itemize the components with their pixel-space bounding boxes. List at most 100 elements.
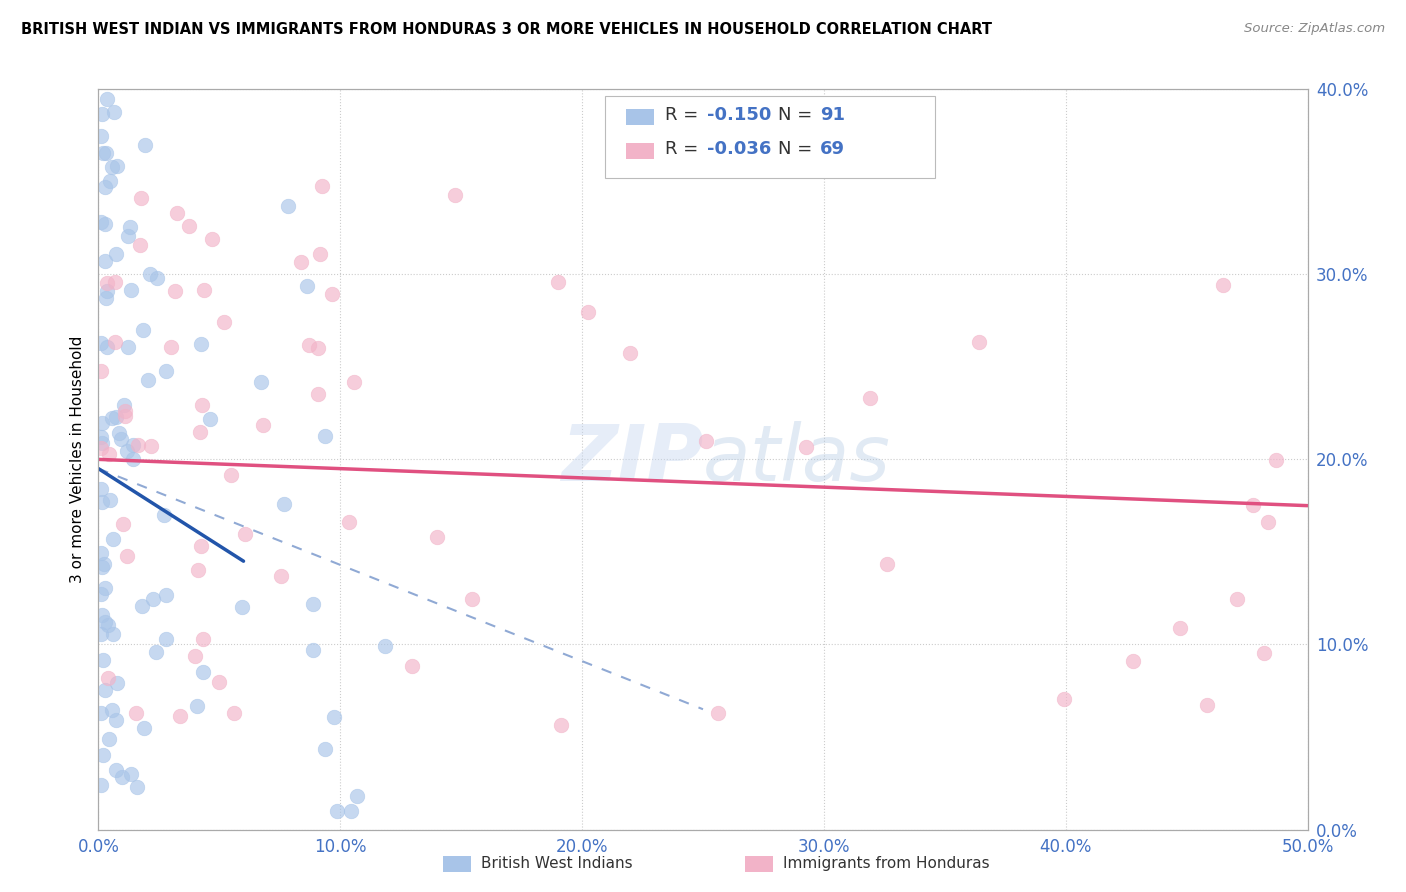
Point: [201, 232, 224, 246]
Point: [346, 789, 368, 804]
Point: [191, 632, 214, 647]
Text: ZIP: ZIP: [561, 421, 703, 498]
Point: [96, 276, 118, 290]
Point: [794, 441, 817, 455]
Point: [160, 339, 183, 353]
Point: [145, 645, 167, 659]
Point: [876, 558, 898, 572]
Point: [127, 438, 149, 452]
Point: [136, 373, 159, 387]
Point: [967, 334, 990, 349]
Point: [134, 137, 156, 152]
Point: [308, 246, 330, 260]
Point: [270, 568, 292, 582]
Point: [114, 409, 136, 423]
Point: [155, 632, 177, 647]
Point: [96, 284, 118, 298]
Point: [105, 714, 128, 728]
Point: [302, 643, 325, 657]
Point: [90, 778, 112, 792]
Point: [250, 375, 273, 389]
Point: [145, 270, 167, 285]
Text: N =: N =: [778, 106, 817, 124]
Point: [859, 391, 882, 405]
Point: [91, 495, 114, 509]
Point: [1195, 698, 1218, 712]
Point: [1241, 499, 1264, 513]
Point: [322, 709, 344, 723]
Text: -0.036: -0.036: [707, 140, 772, 158]
Point: [90, 546, 112, 560]
Y-axis label: 3 or more Vehicles in Household: 3 or more Vehicles in Household: [70, 335, 86, 583]
Point: [98, 732, 121, 747]
Point: [1122, 654, 1144, 668]
Point: [186, 699, 208, 714]
Point: [129, 238, 152, 252]
Point: [90, 441, 112, 455]
Point: [94, 217, 117, 231]
Point: [1226, 591, 1249, 606]
Point: [295, 278, 318, 293]
Point: [91, 747, 114, 762]
Point: [94, 581, 117, 595]
Point: [129, 191, 152, 205]
Point: [111, 516, 134, 531]
Point: [314, 428, 336, 442]
Point: [707, 706, 730, 720]
Point: [121, 451, 143, 466]
Point: [1053, 692, 1076, 706]
Point: [90, 416, 112, 430]
Point: [94, 179, 117, 194]
Point: [200, 411, 222, 425]
Point: [117, 549, 139, 564]
Point: [401, 659, 423, 673]
Point: [122, 438, 145, 452]
Point: [105, 159, 128, 173]
Point: [104, 409, 127, 424]
Point: [111, 770, 134, 784]
Point: [314, 742, 336, 756]
Point: [105, 764, 128, 778]
Point: [90, 627, 112, 641]
Point: [460, 591, 482, 606]
Point: [165, 284, 187, 298]
Point: [166, 206, 188, 220]
Point: [1257, 516, 1279, 530]
Point: [273, 497, 295, 511]
Text: 69: 69: [820, 140, 845, 158]
Point: [110, 432, 132, 446]
Point: [337, 515, 360, 529]
Point: [343, 375, 366, 389]
Point: [117, 340, 139, 354]
Point: [219, 468, 242, 483]
Point: [104, 276, 127, 290]
Point: [127, 780, 149, 794]
Point: [132, 721, 155, 735]
Point: [98, 174, 121, 188]
Point: [105, 676, 128, 690]
Point: [326, 804, 349, 818]
Point: [1253, 646, 1275, 660]
Point: [231, 599, 253, 614]
Point: [208, 674, 231, 689]
Point: [108, 425, 131, 440]
Point: [321, 286, 343, 301]
Point: [155, 364, 177, 378]
Point: [117, 444, 139, 458]
Text: British West Indians: British West Indians: [481, 856, 633, 871]
Point: [132, 323, 155, 337]
Point: [90, 335, 112, 350]
Point: [114, 404, 136, 418]
Point: [155, 588, 177, 602]
Point: [98, 493, 121, 508]
Point: [90, 129, 112, 144]
Point: [90, 587, 112, 601]
Point: [101, 532, 124, 546]
Point: [311, 178, 333, 193]
Point: [191, 665, 214, 679]
Point: [90, 429, 112, 443]
Point: [339, 804, 361, 818]
Point: [104, 335, 127, 350]
Point: [290, 255, 312, 269]
Point: [120, 283, 142, 297]
